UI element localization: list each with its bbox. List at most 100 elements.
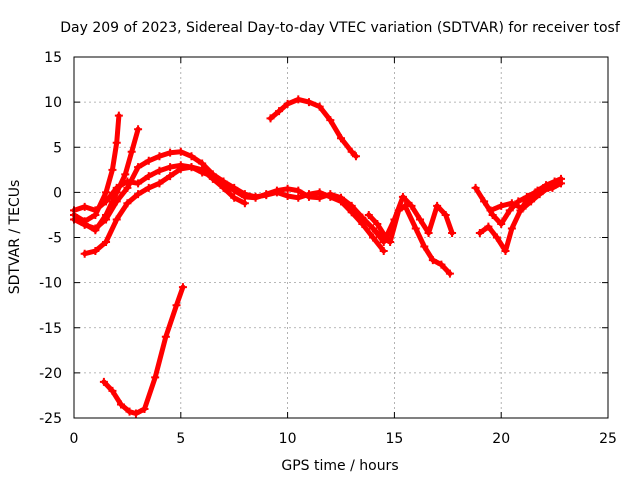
data-point bbox=[428, 256, 437, 265]
data-point bbox=[488, 210, 497, 219]
data-point bbox=[240, 199, 249, 208]
y-tick-label: 5 bbox=[53, 140, 62, 156]
y-tick-label: -25 bbox=[39, 411, 62, 427]
data-point bbox=[351, 152, 360, 161]
data-point bbox=[172, 301, 181, 310]
data-point bbox=[140, 404, 149, 413]
data-point bbox=[369, 224, 378, 233]
data-point bbox=[102, 210, 111, 219]
data-point bbox=[187, 152, 196, 161]
data-point bbox=[91, 226, 100, 235]
data-point bbox=[102, 238, 111, 247]
data-point bbox=[134, 179, 143, 188]
data-point bbox=[116, 400, 125, 409]
data-point bbox=[294, 186, 303, 195]
series-layer bbox=[70, 95, 566, 418]
data-point bbox=[315, 188, 324, 197]
data-point bbox=[91, 247, 100, 256]
data-point bbox=[144, 183, 153, 192]
data-point bbox=[219, 183, 228, 192]
data-point bbox=[198, 165, 207, 174]
data-point bbox=[99, 377, 108, 386]
y-tick-label: -20 bbox=[39, 366, 62, 382]
data-point bbox=[480, 197, 489, 206]
data-point bbox=[283, 191, 292, 200]
data-point bbox=[505, 206, 514, 215]
data-point bbox=[283, 184, 292, 193]
x-tick-label: 20 bbox=[492, 431, 510, 447]
data-point bbox=[304, 98, 313, 107]
data-point bbox=[364, 210, 373, 219]
data-point bbox=[433, 201, 442, 210]
x-tick-label: 15 bbox=[385, 431, 403, 447]
data-point bbox=[358, 219, 367, 228]
data-point bbox=[134, 190, 143, 199]
y-tick-label: 10 bbox=[44, 95, 62, 111]
data-point bbox=[347, 147, 356, 156]
data-point bbox=[112, 215, 121, 224]
data-point bbox=[155, 152, 164, 161]
data-point bbox=[123, 183, 132, 192]
y-tick-label: -5 bbox=[48, 231, 62, 247]
data-point bbox=[437, 260, 446, 269]
data-point bbox=[527, 197, 536, 206]
data-point bbox=[272, 188, 281, 197]
data-point bbox=[230, 193, 239, 202]
data-point bbox=[544, 183, 553, 192]
data-point bbox=[144, 172, 153, 181]
data-point bbox=[347, 208, 356, 217]
data-point bbox=[294, 193, 303, 202]
data-point bbox=[121, 170, 130, 179]
data-point bbox=[486, 206, 495, 215]
series-arc-c bbox=[80, 163, 249, 258]
data-point bbox=[507, 224, 516, 233]
data-point bbox=[492, 233, 501, 242]
data-point bbox=[151, 373, 160, 382]
data-point bbox=[386, 238, 395, 247]
data-point bbox=[497, 219, 506, 228]
data-point bbox=[441, 210, 450, 219]
series-arc-b bbox=[70, 147, 388, 256]
data-point bbox=[535, 190, 544, 199]
data-point bbox=[369, 233, 378, 242]
data-point bbox=[507, 199, 516, 208]
data-point bbox=[326, 116, 335, 125]
data-point bbox=[240, 190, 249, 199]
data-point bbox=[230, 183, 239, 192]
series-line bbox=[82, 164, 248, 257]
series-rise-2 bbox=[80, 125, 143, 235]
data-point bbox=[411, 224, 420, 233]
data-point bbox=[304, 190, 313, 199]
data-point bbox=[176, 147, 185, 156]
data-point bbox=[554, 177, 563, 186]
data-point bbox=[266, 114, 275, 123]
data-point bbox=[166, 148, 175, 157]
grid bbox=[74, 57, 608, 418]
data-point bbox=[112, 138, 121, 147]
data-point bbox=[420, 242, 429, 251]
data-point bbox=[497, 201, 506, 210]
data-point bbox=[337, 197, 345, 206]
data-point bbox=[373, 219, 382, 228]
series-line bbox=[268, 96, 359, 159]
series-line bbox=[71, 162, 387, 245]
series-line bbox=[370, 203, 453, 277]
data-point bbox=[484, 222, 493, 231]
data-point bbox=[166, 163, 175, 172]
data-point bbox=[283, 99, 292, 108]
data-point bbox=[501, 247, 510, 256]
y-tick-label: -10 bbox=[39, 276, 62, 292]
x-axis-label: GPS time / hours bbox=[281, 458, 398, 474]
data-point bbox=[80, 202, 89, 211]
data-point bbox=[326, 192, 335, 201]
data-point bbox=[134, 163, 143, 172]
data-point bbox=[251, 192, 260, 201]
chart-title: Day 209 of 2023, Sidereal Day-to-day VTE… bbox=[60, 20, 621, 36]
y-tick-label: -15 bbox=[39, 321, 62, 337]
data-point bbox=[398, 192, 407, 201]
data-point bbox=[176, 164, 185, 173]
data-point bbox=[131, 409, 140, 418]
data-point bbox=[127, 147, 136, 156]
data-point bbox=[155, 166, 164, 175]
data-point bbox=[187, 163, 196, 172]
